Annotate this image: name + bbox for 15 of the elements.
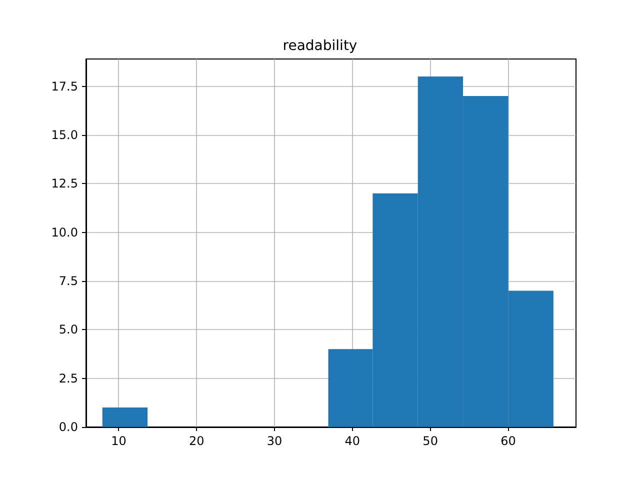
x-tick-label: 60 [500, 434, 516, 448]
x-tick-label: 40 [344, 434, 360, 448]
y-tick-label: 5.0 [58, 322, 78, 337]
x-tick-label: 20 [188, 434, 204, 448]
y-tick-label: 12.5 [51, 176, 78, 191]
x-tick-label: 50 [422, 434, 438, 448]
y-tick-label: 17.5 [51, 79, 78, 94]
x-tick-label: 30 [266, 434, 282, 448]
y-tick-label: 10.0 [51, 225, 78, 240]
y-tick-label: 15.0 [51, 128, 78, 142]
y-tick-label: 2.5 [58, 371, 78, 386]
x-tick-label: 10 [111, 434, 126, 448]
chart-title: readability [282, 38, 358, 54]
y-tick-label: 0.0 [58, 420, 78, 434]
y-tick-label: 7.5 [58, 274, 78, 288]
